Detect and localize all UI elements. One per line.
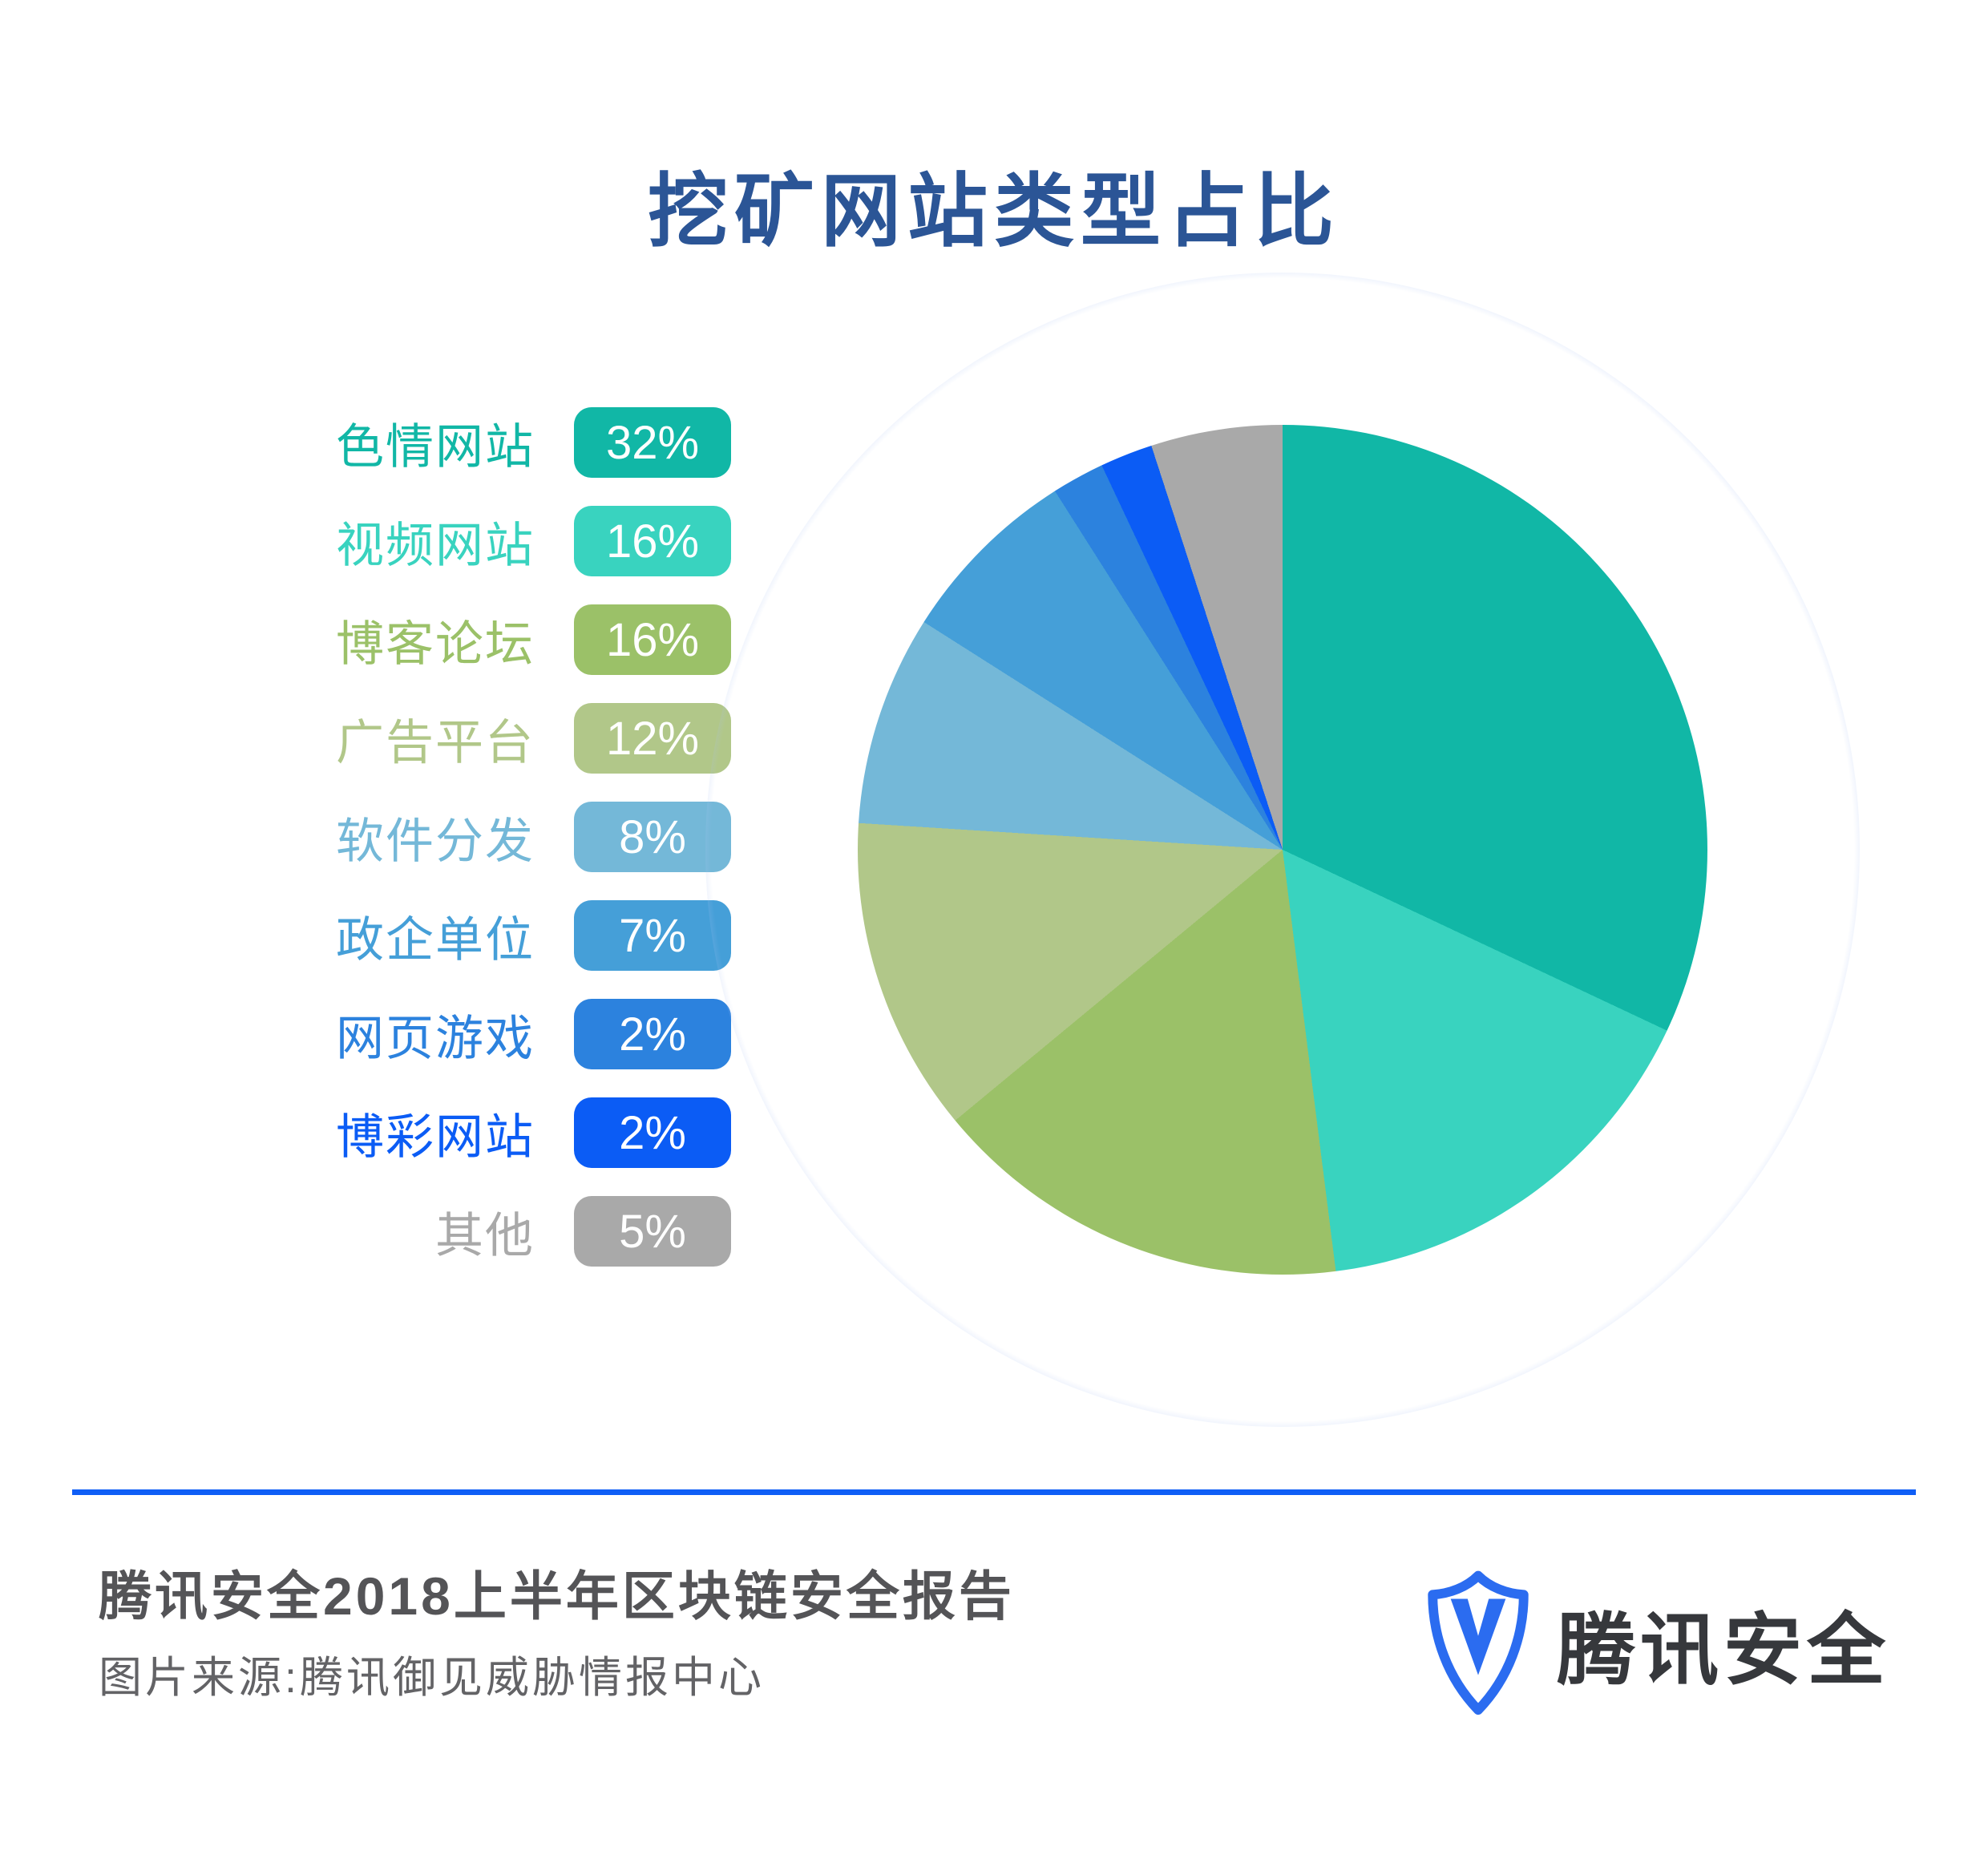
legend-label: 博客论坛 — [336, 616, 535, 671]
legend-item: 视频网站 16% — [240, 506, 731, 576]
legend-label: 网页游戏 — [336, 1011, 535, 1065]
image-source-caption: 图片来源:腾讯御见威胁情报中心 — [99, 1654, 766, 1702]
legend-label: 广告平台 — [336, 715, 535, 770]
legend-value-badge: 12% — [574, 703, 731, 774]
legend-label: 软件分发 — [336, 814, 535, 868]
legend-item: 网页游戏 2% — [240, 999, 731, 1069]
legend-value-badge: 8% — [574, 802, 731, 872]
legend-label: 色情网站 — [336, 419, 535, 474]
legend-item: 政企单位 7% — [240, 900, 731, 971]
logo-text: 腾讯安全 — [1557, 1606, 1891, 1694]
legend-item: 色情网站 32% — [240, 407, 731, 478]
legend-value-badge: 5% — [574, 1196, 731, 1267]
legend-item: 软件分发 8% — [240, 802, 731, 872]
legend-value-badge: 2% — [574, 1097, 731, 1168]
footer-divider — [72, 1489, 1916, 1495]
report-title: 腾讯安全2018上半年区块链安全报告 — [99, 1566, 1015, 1626]
legend-value-badge: 2% — [574, 999, 731, 1069]
shield-check-icon — [1428, 1570, 1529, 1715]
legend-label: 其他 — [435, 1208, 535, 1263]
legend-label: 博彩网站 — [336, 1109, 535, 1164]
legend-item: 博彩网站 2% — [240, 1097, 731, 1168]
legend-value-badge: 16% — [574, 604, 731, 675]
legend-value-badge: 32% — [574, 407, 731, 478]
pie-chart — [858, 425, 1707, 1275]
chart-title: 挖矿网站类型占比 — [648, 167, 1340, 257]
legend-label: 政企单位 — [336, 912, 535, 967]
legend-value-badge: 7% — [574, 900, 731, 971]
legend-item: 博客论坛 16% — [240, 604, 731, 675]
legend-label: 视频网站 — [336, 518, 535, 572]
legend-item: 其他 5% — [240, 1196, 731, 1267]
legend-value-badge: 16% — [574, 506, 731, 576]
legend-item: 广告平台 12% — [240, 703, 731, 774]
legend: 色情网站 32% 视频网站 16% 博客论坛 16% 广告平台 12% 软件分发 8% 政企单位 7%… — [240, 407, 731, 1295]
tencent-security-logo: 腾讯安全 — [1425, 1567, 1890, 1719]
